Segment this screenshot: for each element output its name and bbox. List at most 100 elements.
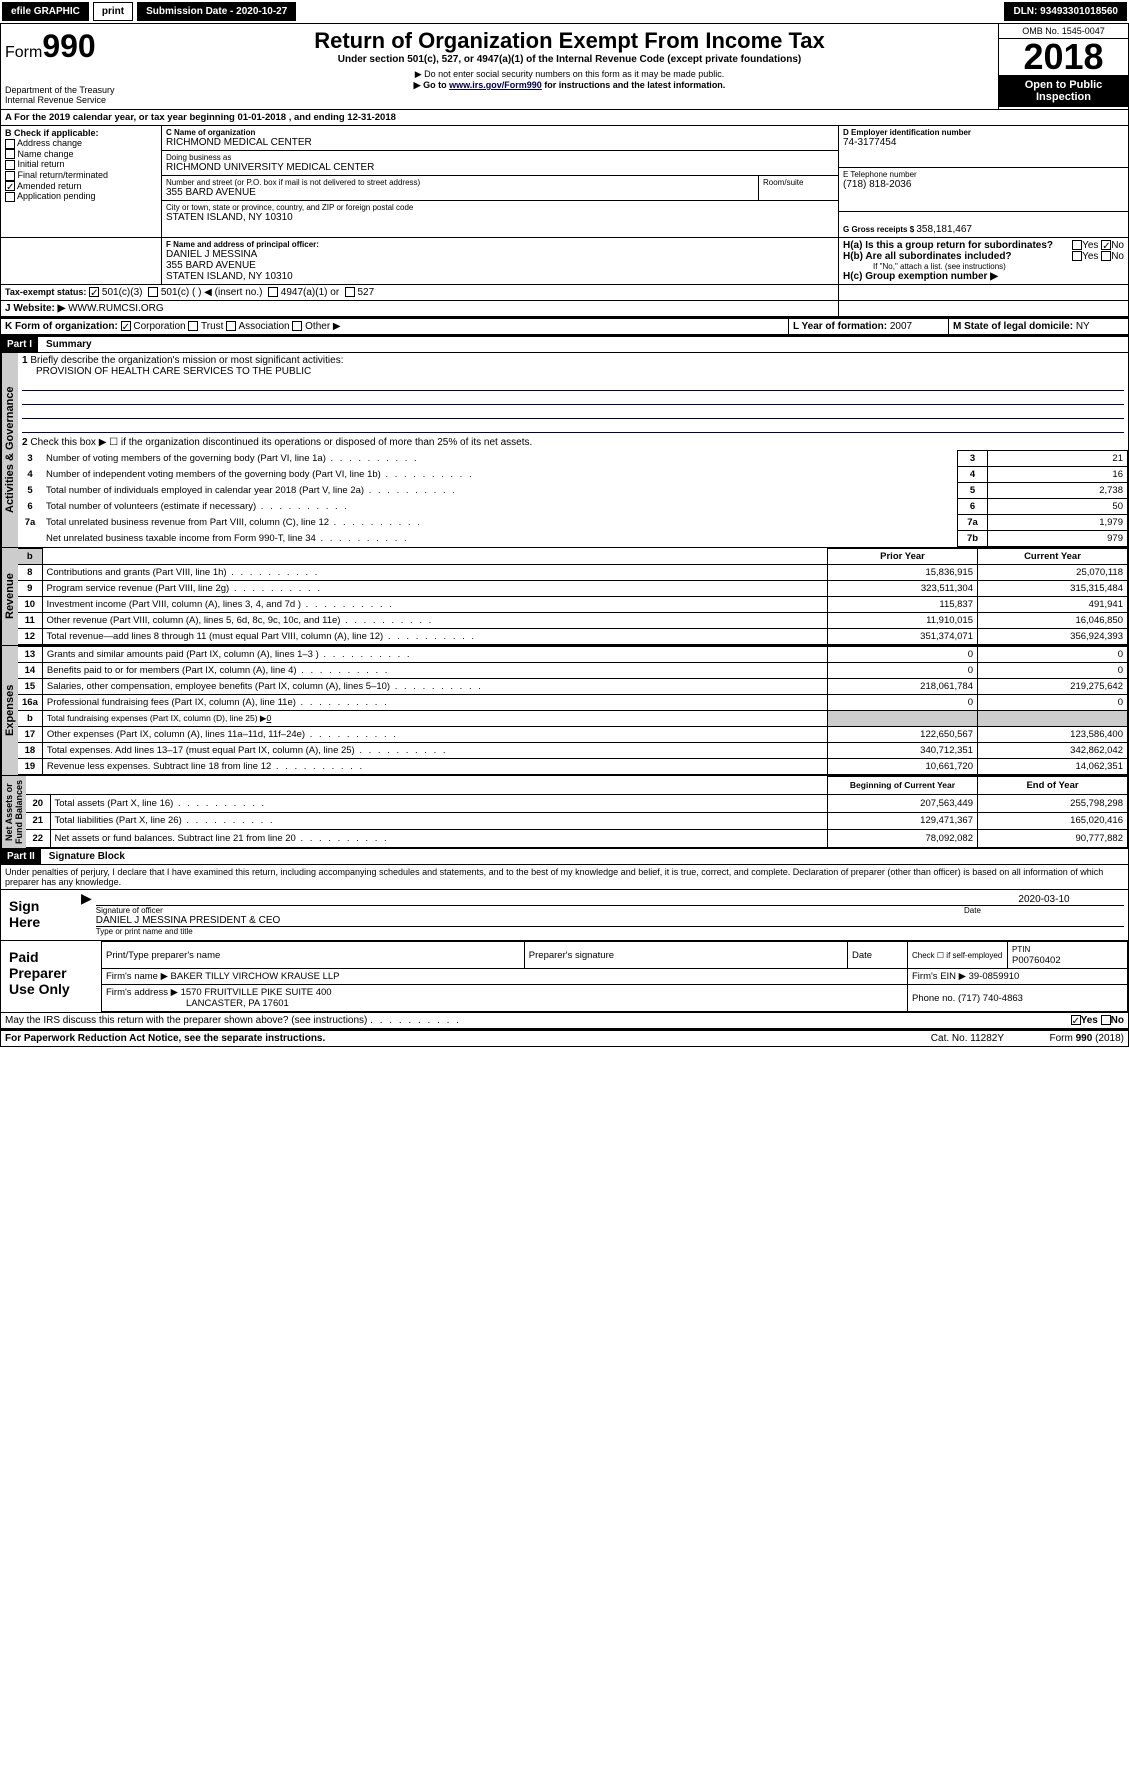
domicile-label: M State of legal domicile: — [953, 321, 1076, 332]
box-deg: D Employer identification number 74-3177… — [838, 126, 1128, 237]
org-name: RICHMOND MEDICAL CENTER — [166, 137, 834, 148]
date-label: Date — [964, 906, 1124, 915]
chk-4947[interactable] — [268, 287, 278, 297]
chk-assoc[interactable] — [226, 321, 236, 331]
prep-sig-label: Preparer's signature — [524, 942, 847, 969]
room-label: Room/suite — [763, 178, 834, 187]
taxstatus-label: Tax-exempt status: — [5, 287, 86, 297]
tax-year: 2018 — [999, 39, 1128, 75]
firm-addr1: 1570 FRUITVILLE PIKE SUITE 400 — [181, 987, 332, 998]
chk-501c3[interactable] — [89, 287, 99, 297]
sig-officer-label: Signature of officer — [96, 906, 964, 915]
hb-label: H(b) Are all subordinates included? — [843, 251, 1012, 262]
hc-label: H(c) Group exemption number ▶ — [843, 271, 1124, 282]
discuss-text: May the IRS discuss this return with the… — [5, 1015, 367, 1026]
boxk-label: K Form of organization: — [5, 321, 118, 332]
name-title-label: Type or print name and title — [96, 927, 1124, 936]
4947-text: 4947(a)(1) or — [281, 287, 339, 298]
dln-badge: DLN: 93493301018560 — [1004, 2, 1127, 21]
chk-other[interactable] — [292, 321, 302, 331]
officer-addr2: STATEN ISLAND, NY 10310 — [166, 271, 834, 282]
form-header: Form990 Department of the Treasury Inter… — [0, 23, 1129, 110]
chk-527[interactable] — [345, 287, 355, 297]
no-text2: No — [1111, 251, 1124, 262]
dba-label: Doing business as — [166, 153, 834, 162]
year-formed: 2007 — [890, 321, 912, 332]
gross-value: 358,181,467 — [916, 224, 972, 235]
assoc-text: Association — [238, 321, 289, 332]
box-b: B Check if applicable: Address change Na… — [1, 126, 161, 237]
tab-revenue: Revenue — [1, 548, 18, 645]
boxb-chk-5[interactable] — [5, 192, 15, 202]
goto-post: for instructions and the latest informat… — [542, 80, 726, 90]
addr-label: Number and street (or P.O. box if mail i… — [166, 178, 754, 187]
part1-badge: Part I — [1, 337, 38, 352]
sign-here-label: Sign Here — [1, 890, 81, 940]
dba-name: RICHMOND UNIVERSITY MEDICAL CENTER — [166, 162, 834, 173]
firm-ein: 39-0859910 — [969, 971, 1020, 982]
box-b-label: B Check if applicable: — [5, 128, 157, 138]
domicile: NY — [1076, 321, 1090, 332]
no3: No — [1111, 1015, 1124, 1026]
officer-label: F Name and address of principal officer: — [166, 240, 834, 249]
firm-addr-label: Firm's address ▶ — [106, 987, 178, 998]
city-state-zip: STATEN ISLAND, NY 10310 — [166, 212, 834, 223]
governance-table: 3Number of voting members of the governi… — [18, 450, 1128, 547]
part1-title: Summary — [38, 339, 92, 350]
yes3: Yes — [1081, 1015, 1098, 1026]
goto-pre: ▶ Go to — [414, 80, 449, 90]
firm-addr2: LANCASTER, PA 17601 — [106, 998, 289, 1009]
tab-netassets: Net Assets or Fund Balances — [1, 776, 26, 848]
boxb-chk-2[interactable] — [5, 160, 15, 170]
hb-no[interactable] — [1101, 251, 1111, 261]
ptin-label: PTIN — [1012, 945, 1030, 954]
chk-501c[interactable] — [148, 287, 158, 297]
open-public-badge: Open to Public Inspection — [999, 75, 1128, 107]
hb-yes[interactable] — [1072, 251, 1082, 261]
irs-link[interactable]: www.irs.gov/Form990 — [449, 80, 542, 90]
sign-here-block: Sign Here ▶ 2020-03-10 Signature of offi… — [0, 890, 1129, 941]
phone-value: (718) 818-2036 — [843, 179, 1124, 190]
discuss-yes[interactable] — [1071, 1015, 1081, 1025]
chk-trust[interactable] — [188, 321, 198, 331]
boxb-chk-3[interactable] — [5, 171, 15, 181]
boxb-chk-1[interactable] — [5, 149, 15, 159]
ha-label: H(a) Is this a group return for subordin… — [843, 240, 1053, 251]
ein-label: D Employer identification number — [843, 128, 1124, 137]
print-button[interactable]: print — [93, 2, 133, 21]
tab-governance: Activities & Governance — [1, 353, 18, 547]
arrow-icon: ▶ — [81, 890, 92, 940]
ptin-value: P00760402 — [1012, 955, 1061, 966]
yes-text2: Yes — [1082, 251, 1098, 262]
corp-text: Corporation — [133, 321, 185, 332]
ha-yes[interactable] — [1072, 240, 1082, 250]
firm-ein-label: Firm's EIN ▶ — [912, 971, 966, 982]
chk-corp[interactable] — [121, 321, 131, 331]
box-c: C Name of organization RICHMOND MEDICAL … — [161, 126, 838, 237]
period-line: A For the 2019 calendar year, or tax yea… — [1, 110, 400, 125]
box-h: H(a) Is this a group return for subordin… — [838, 238, 1128, 284]
discuss-no[interactable] — [1101, 1015, 1111, 1025]
expense-table: 13Grants and similar amounts paid (Part … — [18, 646, 1128, 775]
form-title: Return of Organization Exempt From Incom… — [145, 28, 994, 54]
officer-name: DANIEL J MESSINA — [166, 249, 834, 260]
trust-text: Trust — [201, 321, 223, 332]
tab-expenses: Expenses — [1, 646, 18, 775]
boxb-chk-4[interactable] — [5, 181, 15, 191]
form-word: Form — [5, 44, 42, 61]
website-label: J Website: ▶ — [5, 303, 65, 314]
dept-treasury: Department of the Treasury Internal Reve… — [5, 85, 137, 105]
sign-date: 2020-03-10 — [964, 894, 1124, 906]
no-text: No — [1111, 240, 1124, 251]
mission-label: Briefly describe the organization's miss… — [30, 355, 343, 366]
part2-title: Signature Block — [41, 851, 125, 862]
boxb-chk-0[interactable] — [5, 139, 15, 149]
officer-addr1: 355 BARD AVENUE — [166, 260, 834, 271]
other-text: Other ▶ — [305, 321, 340, 332]
ha-no[interactable] — [1101, 240, 1111, 250]
ein-value: 74-3177454 — [843, 137, 1124, 148]
gross-label: G Gross receipts $ — [843, 225, 916, 234]
form-subtitle: Under section 501(c), 527, or 4947(a)(1)… — [145, 54, 994, 65]
line2-text: Check this box ▶ ☐ if the organization d… — [30, 437, 532, 448]
city-label: City or town, state or province, country… — [166, 203, 834, 212]
